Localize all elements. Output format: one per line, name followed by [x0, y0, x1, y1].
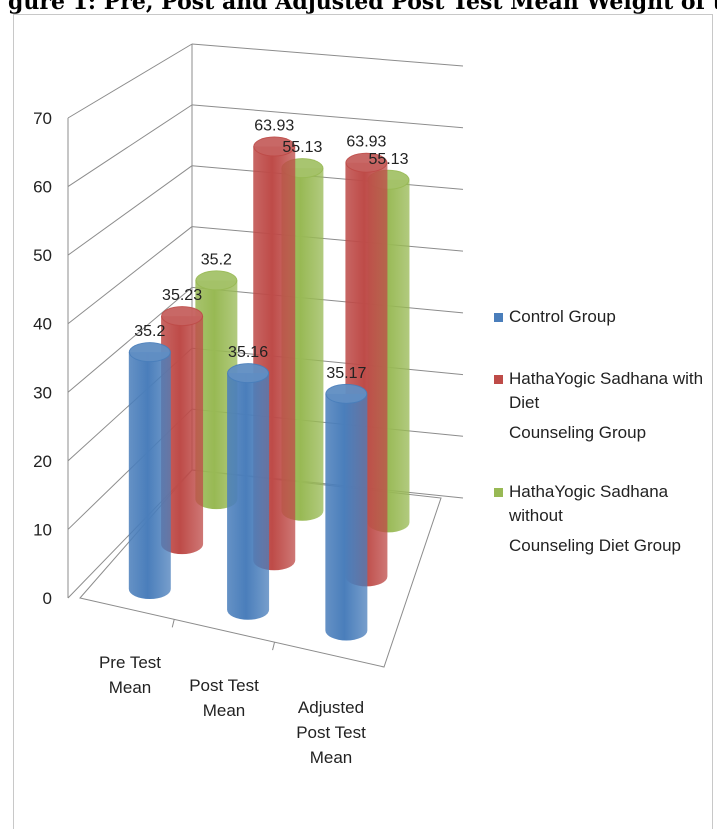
- legend-item: Control Group: [494, 305, 717, 329]
- x-category-label: Post Test Mean: [189, 676, 259, 720]
- bar-body: [325, 393, 368, 641]
- legend-swatch: [494, 488, 503, 497]
- bar-cap: [195, 270, 238, 291]
- bar-cap: [227, 363, 270, 384]
- side-gridline: [67, 226, 193, 325]
- x-tick-mark: [272, 642, 276, 651]
- bar-cap-highlight: [326, 384, 367, 403]
- bar-body: [128, 352, 171, 600]
- y-tick-label: 20: [33, 452, 52, 471]
- back-gridline: [191, 165, 464, 190]
- bar: [325, 383, 368, 641]
- bar-body: [161, 316, 204, 555]
- data-labels: 35.2 55.13 55.13 35.23 63.93 63.93 35.2 35.16 35…: [134, 118, 408, 382]
- back-gridline: [191, 226, 464, 252]
- x-tick-mark: [171, 619, 175, 628]
- legend-swatch: [494, 375, 503, 384]
- y-tick-label: 30: [33, 383, 52, 402]
- bar-cap-highlight: [196, 271, 237, 290]
- bar: [128, 342, 171, 600]
- side-gridline: [67, 165, 193, 256]
- bar: [195, 270, 238, 510]
- bar-cap-highlight: [162, 307, 203, 326]
- bar-cap: [128, 342, 171, 363]
- data-label: 35.2: [134, 323, 165, 340]
- y-tick-label: 60: [33, 178, 52, 197]
- bar-cap-highlight: [228, 364, 269, 383]
- y-tick-label: 40: [33, 315, 52, 334]
- legend-label: HathaYogic Sadhana with Diet Counseling G…: [509, 369, 704, 442]
- bar-cap-highlight: [346, 153, 387, 172]
- y-tick-label: 70: [33, 109, 52, 128]
- data-label: 35.23: [162, 287, 202, 304]
- bar-cap: [325, 383, 368, 404]
- data-label: 35.2: [201, 251, 232, 268]
- bar-cap: [253, 136, 296, 157]
- data-label: 35.17: [326, 365, 366, 382]
- data-label: 55.13: [368, 151, 408, 168]
- legend-label: HathaYogic Sadhana without Counseling Die…: [509, 482, 681, 555]
- legend-swatch: [494, 313, 503, 322]
- data-label: 63.93: [346, 134, 386, 151]
- y-tick-label: 50: [33, 246, 52, 265]
- figure-caption-strip: gure 1: Pre, Post and Adjusted Post Test…: [0, 0, 717, 14]
- bar-cap-highlight: [129, 343, 170, 362]
- y-tick-label: 10: [33, 520, 52, 539]
- x-category-label: Adjusted Post Test Mean: [296, 698, 366, 767]
- side-gridline: [67, 104, 193, 187]
- bar: [227, 363, 270, 620]
- back-gridline: [191, 43, 464, 67]
- bars: [128, 136, 410, 641]
- bar-body: [195, 280, 238, 510]
- side-gridline: [67, 287, 193, 393]
- axes: 0 10 20 30 40 50 60 70 Pre Test Mean Post Test Mean…: [33, 44, 442, 767]
- data-label: 55.13: [282, 139, 322, 156]
- bar: [161, 306, 204, 555]
- legend-label: Control Group: [509, 307, 616, 326]
- bar-cap-highlight: [254, 137, 295, 156]
- legend-item: HathaYogic Sadhana without Counseling Die…: [494, 480, 717, 558]
- bar-body: [227, 373, 270, 620]
- data-label: 35.16: [228, 344, 268, 361]
- back-gridline: [191, 104, 464, 129]
- y-tick-label: 0: [43, 589, 52, 608]
- legend-item: HathaYogic Sadhana with Diet Counseling G…: [494, 367, 717, 445]
- chart-frame: [13, 14, 713, 829]
- side-gridline: [67, 43, 193, 119]
- data-label: 63.93: [254, 118, 294, 135]
- x-category-label: Pre Test Mean: [99, 653, 161, 697]
- figure-caption: gure 1: Pre, Post and Adjusted Post Test…: [8, 0, 717, 14]
- bar-cap: [345, 152, 388, 173]
- bar-cap: [161, 306, 204, 327]
